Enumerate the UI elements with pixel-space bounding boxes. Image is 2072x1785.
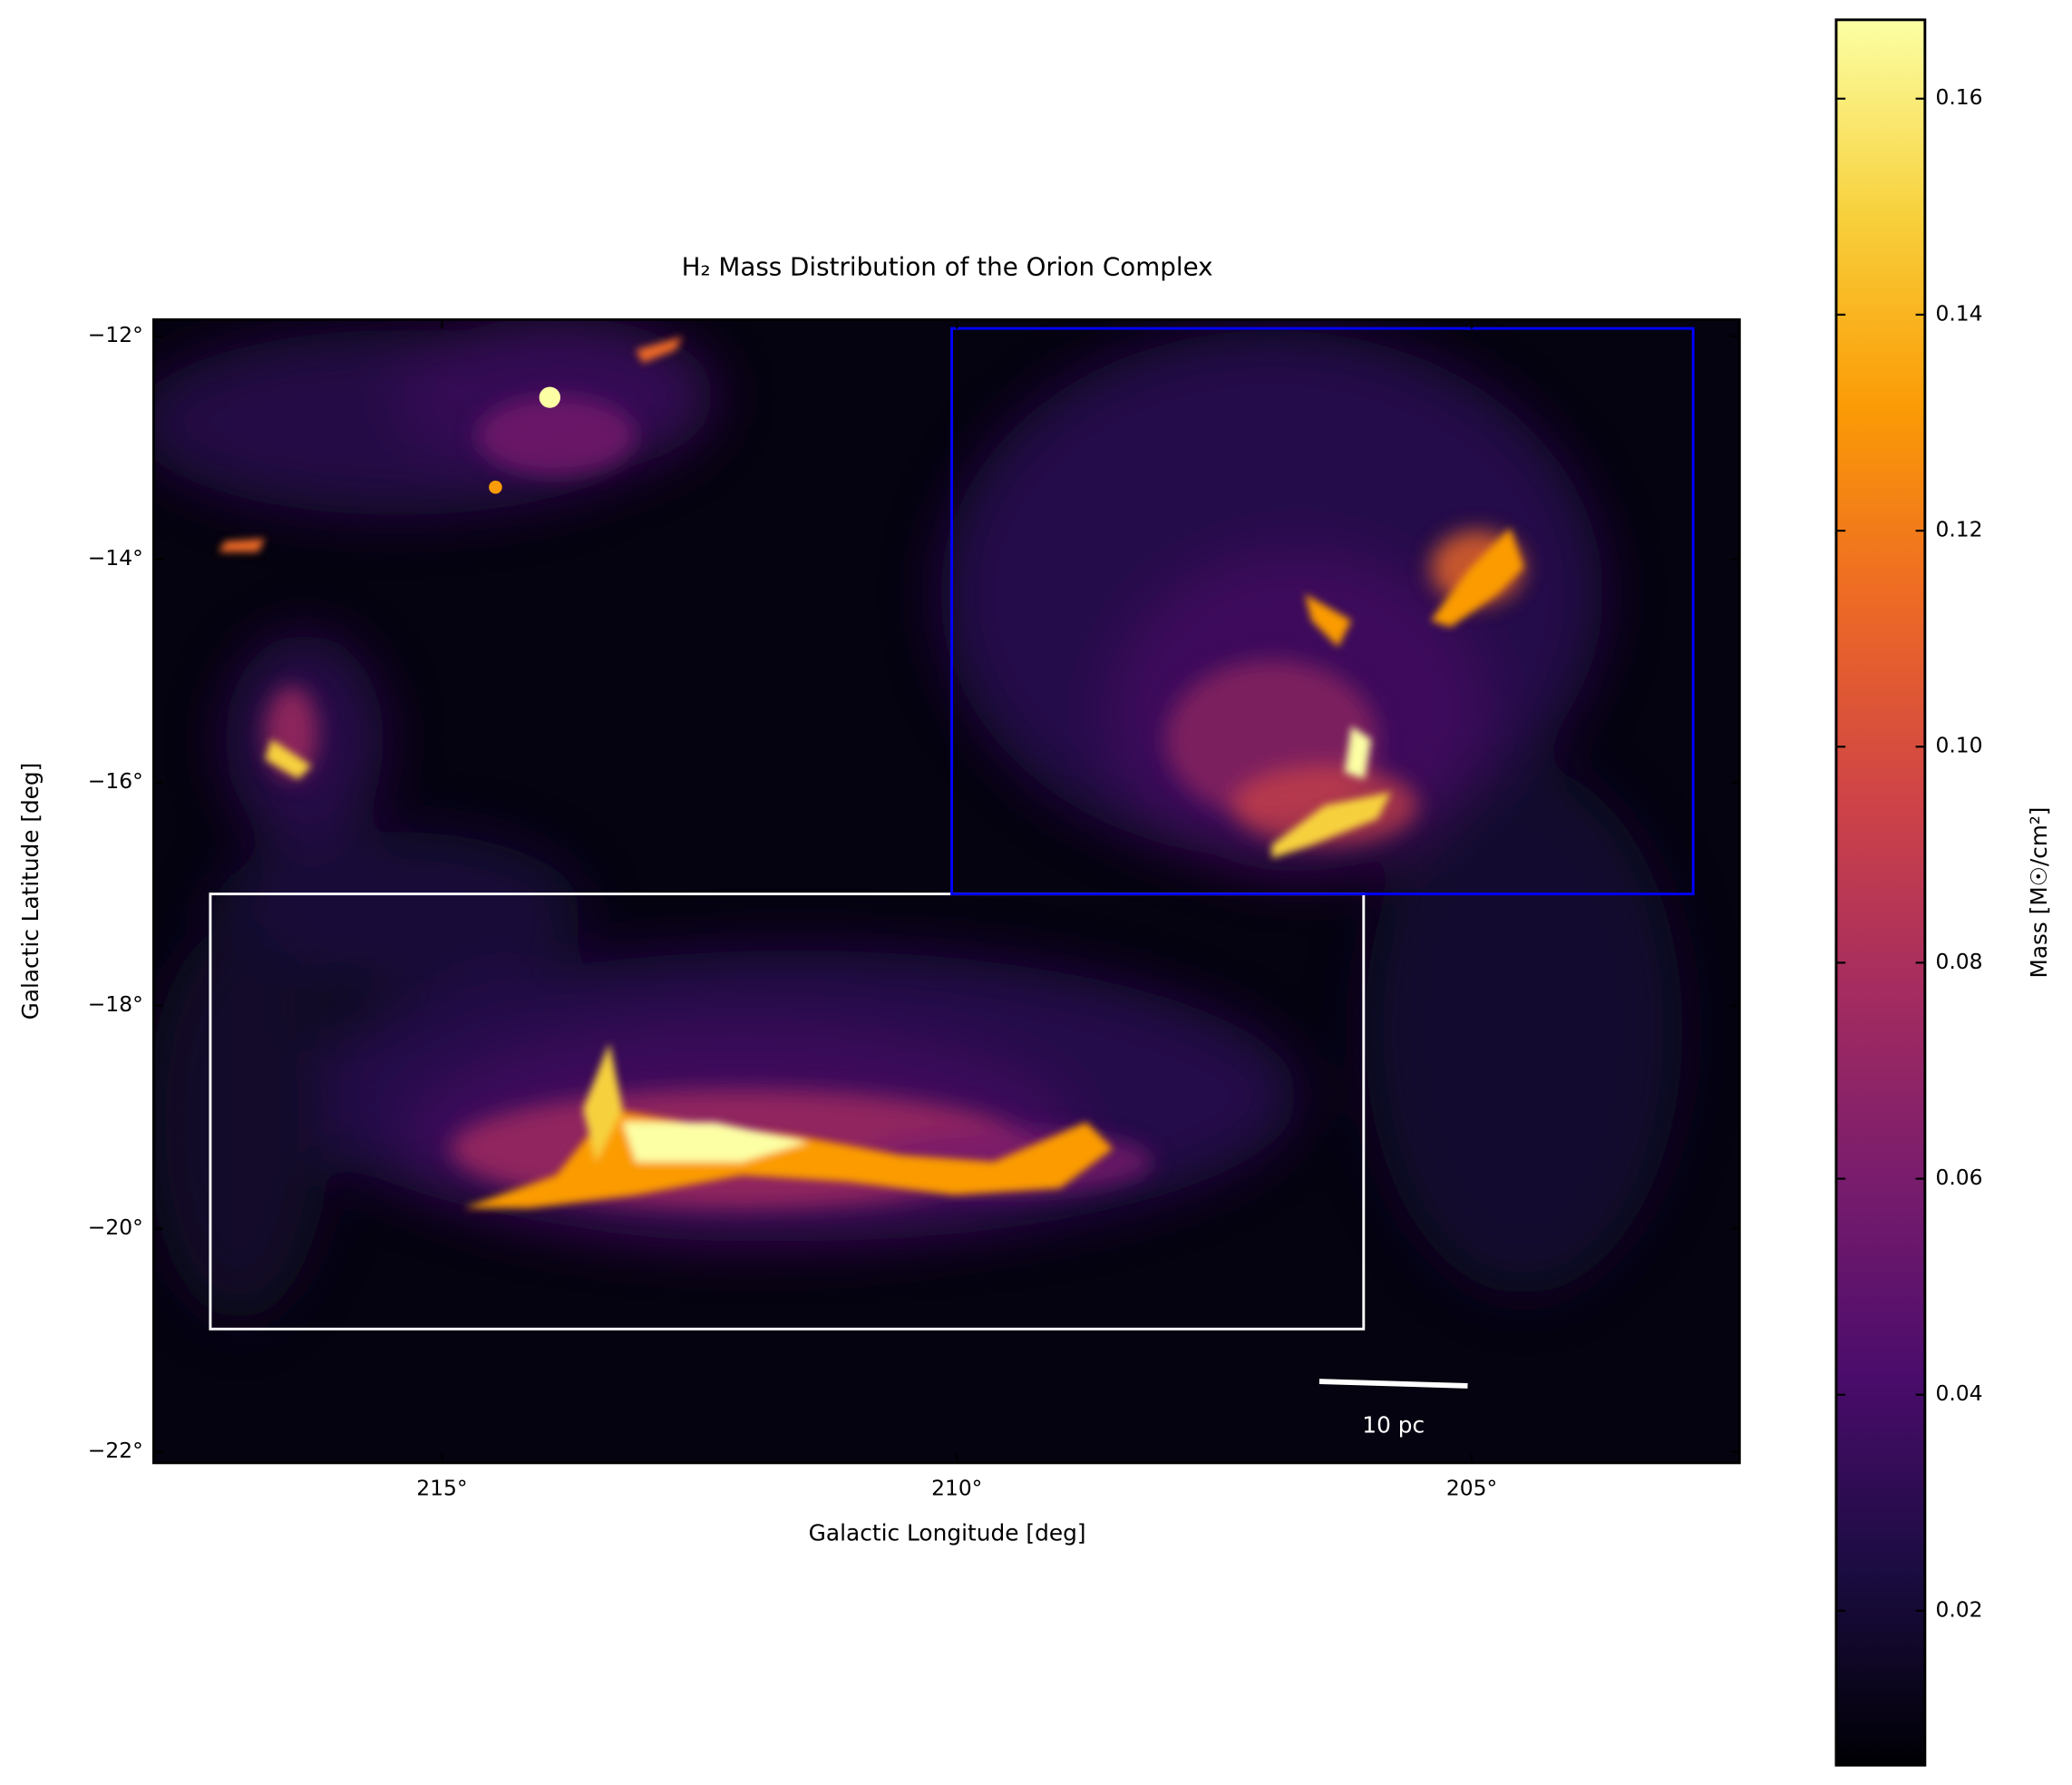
chart-title: H₂ Mass Distribution of the Orion Comple…: [682, 252, 1213, 282]
colorbar-tick-label: 0.12: [1936, 517, 1983, 542]
bright-source: [539, 386, 561, 408]
y-tick-label: −12°: [88, 322, 143, 347]
colorbar-label: Mass [M☉/cm²]: [2026, 807, 2052, 979]
colorbar: [1834, 18, 1927, 1767]
colorbar-tick-label: 0.16: [1936, 84, 1983, 110]
map-image: 10 pc: [153, 319, 1740, 1463]
scalebar-label: 10 pc: [1362, 1412, 1425, 1439]
y-tick-label: −18°: [88, 991, 143, 1017]
y-tick-label: −22°: [88, 1438, 143, 1463]
y-tick-label: −16°: [88, 768, 143, 794]
x-tick-label: 205°: [1446, 1475, 1497, 1500]
bright-source: [489, 480, 502, 494]
region-box: [950, 327, 1695, 896]
x-tick-label: 210°: [931, 1475, 982, 1500]
scalebar: 10 pc: [1318, 1379, 1468, 1439]
x-axis-label: Galactic Longitude [deg]: [809, 1519, 1086, 1546]
x-tick-label: 215°: [416, 1475, 467, 1500]
y-tick-label: −14°: [88, 545, 143, 571]
colorbar-tick-label: 0.04: [1936, 1380, 1983, 1406]
colorbar-tick-label: 0.10: [1936, 733, 1983, 758]
filaments: [219, 337, 1524, 1208]
scalebar-line: [1318, 1379, 1468, 1389]
colorbar-tick-label: 0.14: [1936, 300, 1983, 326]
colorbar-tick-label: 0.06: [1936, 1165, 1983, 1190]
y-tick-label: −20°: [88, 1214, 143, 1240]
colorbar-tick-label: 0.02: [1936, 1596, 1983, 1622]
y-axis-label: Galactic Latitude [deg]: [17, 763, 44, 1020]
region-box: [209, 892, 1366, 1331]
colorbar-tick-label: 0.08: [1936, 949, 1983, 974]
regions: [209, 327, 1695, 1331]
plot-frame: [152, 317, 1741, 1465]
